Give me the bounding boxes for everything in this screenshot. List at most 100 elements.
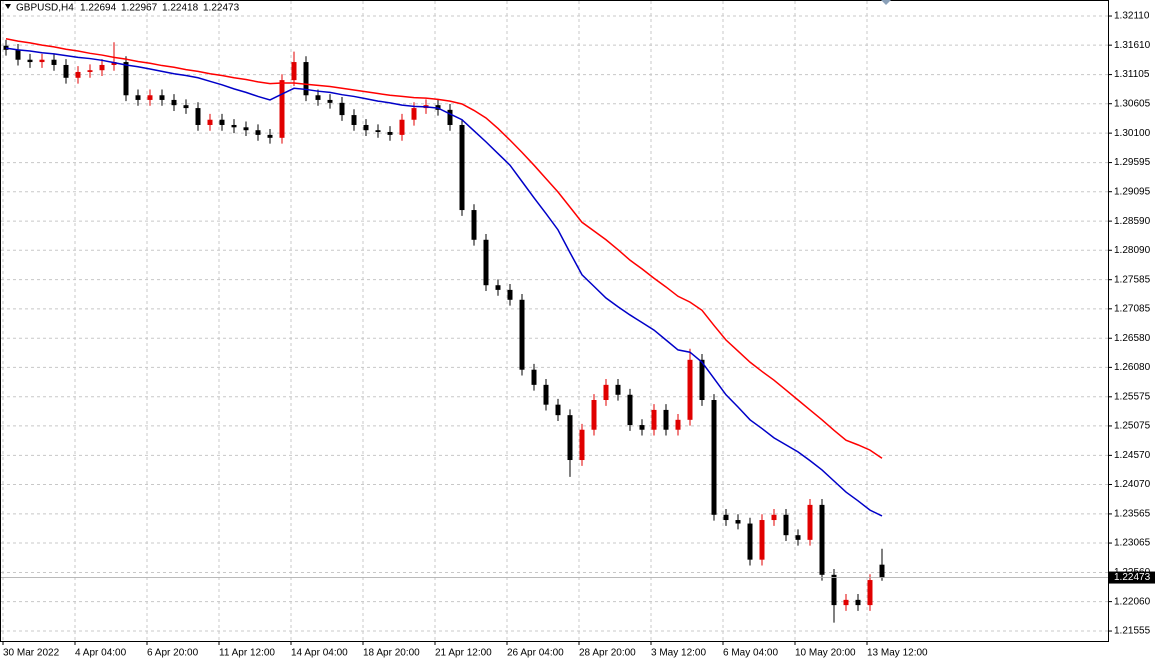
candle-body	[843, 599, 849, 606]
candle-body	[531, 369, 537, 385]
y-tick-label: 1.28590	[1114, 216, 1151, 227]
y-tick-label: 1.23065	[1114, 538, 1151, 549]
candle-body	[627, 394, 633, 426]
candle-body	[195, 108, 201, 125]
x-tick-label: 6 Apr 20:00	[147, 648, 199, 659]
candle-body	[591, 400, 597, 430]
y-tick-label: 1.27585	[1114, 274, 1151, 285]
candle-body	[99, 64, 105, 71]
candle-body	[147, 95, 153, 100]
candle-body	[663, 409, 669, 430]
y-tick-label: 1.29095	[1114, 186, 1151, 197]
y-tick-label: 1.21555	[1114, 626, 1151, 637]
moving-average	[5, 38, 883, 459]
symbol: GBPUSD,H4	[16, 3, 74, 14]
x-tick-label: 13 May 12:00	[867, 648, 928, 659]
header-low: 1.22418	[162, 3, 199, 14]
x-tick-label: 26 Apr 04:00	[507, 648, 564, 659]
y-tick-label: 1.24070	[1114, 479, 1151, 490]
candle-body	[363, 124, 369, 131]
header-open: 1.22694	[80, 3, 117, 14]
candle-body	[771, 514, 777, 521]
header-close: 1.22473	[203, 3, 240, 14]
candle-body	[87, 70, 93, 72]
candle-body	[75, 71, 81, 78]
y-tick-label: 1.26580	[1114, 333, 1151, 344]
candle-body	[699, 359, 705, 401]
y-tick-label: 1.23565	[1114, 509, 1151, 520]
candle-body	[759, 520, 765, 560]
candle-body	[351, 115, 357, 125]
candle-body	[879, 564, 885, 578]
candle-body	[831, 574, 837, 606]
x-tick-label: 6 May 04:00	[723, 648, 778, 659]
candle-body	[639, 425, 645, 430]
y-tick-label: 1.24570	[1114, 450, 1151, 461]
price-tag-label: 1.22473	[1114, 572, 1151, 583]
y-tick-label: 1.29595	[1114, 157, 1151, 168]
candle-body	[723, 514, 729, 521]
candle-body	[39, 59, 45, 63]
candle-body	[567, 415, 573, 461]
x-tick-label: 10 May 20:00	[795, 648, 856, 659]
candle-body	[339, 102, 345, 116]
candle-body	[615, 384, 621, 395]
candle-body	[63, 64, 69, 78]
candle-body	[735, 520, 741, 524]
candle-body	[555, 404, 561, 416]
candle-body	[507, 289, 513, 300]
candle-body	[255, 130, 261, 135]
candle-body	[15, 49, 21, 60]
x-tick-label: 4 Apr 04:00	[75, 648, 127, 659]
candle-body	[867, 580, 873, 606]
candle-body	[447, 109, 453, 125]
shift-marker[interactable]	[881, 0, 891, 5]
candle-body	[471, 210, 477, 240]
candle-body	[411, 108, 417, 120]
candle-body	[3, 45, 9, 50]
candle-body	[135, 95, 141, 100]
plot-area	[0, 0, 1109, 642]
price-tag	[1109, 571, 1155, 584]
candle-body	[543, 384, 549, 405]
x-tick-label: 30 Mar 2022	[3, 648, 60, 659]
y-tick-label: 1.22060	[1114, 596, 1151, 607]
y-tick-label: 1.31105	[1114, 69, 1150, 80]
header-high: 1.22967	[121, 3, 158, 14]
candle-body	[783, 514, 789, 536]
y-tick-label: 1.30605	[1114, 98, 1151, 109]
candle-body	[123, 62, 129, 96]
candle-body	[711, 400, 717, 515]
candle-body	[219, 119, 225, 125]
y-tick-label: 1.26080	[1114, 362, 1151, 373]
y-tick-label: 1.27085	[1114, 303, 1151, 314]
candle-body	[375, 130, 381, 132]
candle-body	[267, 134, 273, 138]
candle-body	[315, 95, 321, 100]
candle-body	[111, 62, 117, 65]
grid	[1, 1, 1108, 641]
y-tick-label: 1.32110	[1114, 11, 1150, 22]
candle-body	[387, 131, 393, 135]
y-tick-label: 1.25575	[1114, 391, 1151, 402]
candle-body	[603, 384, 609, 401]
candle-body	[399, 119, 405, 135]
candle-body	[243, 127, 249, 131]
candle-body	[747, 523, 753, 560]
candle-body	[291, 62, 297, 81]
menu-arrow[interactable]	[5, 4, 11, 9]
x-tick-label: 18 Apr 20:00	[363, 648, 420, 659]
candle-body	[483, 239, 489, 286]
y-tick-label: 1.30100	[1114, 128, 1151, 139]
x-tick-label: 3 May 12:00	[651, 648, 706, 659]
candle-body	[183, 105, 189, 109]
candle-body	[51, 59, 57, 65]
candle-body	[171, 99, 177, 106]
candle-body	[819, 504, 825, 575]
candle-body	[855, 599, 861, 606]
candle-body	[459, 124, 465, 211]
candle-body	[579, 429, 585, 461]
candle-body	[159, 95, 165, 100]
x-tick-label: 11 Apr 12:00	[219, 648, 275, 659]
y-tick-label: 1.28090	[1114, 245, 1151, 256]
